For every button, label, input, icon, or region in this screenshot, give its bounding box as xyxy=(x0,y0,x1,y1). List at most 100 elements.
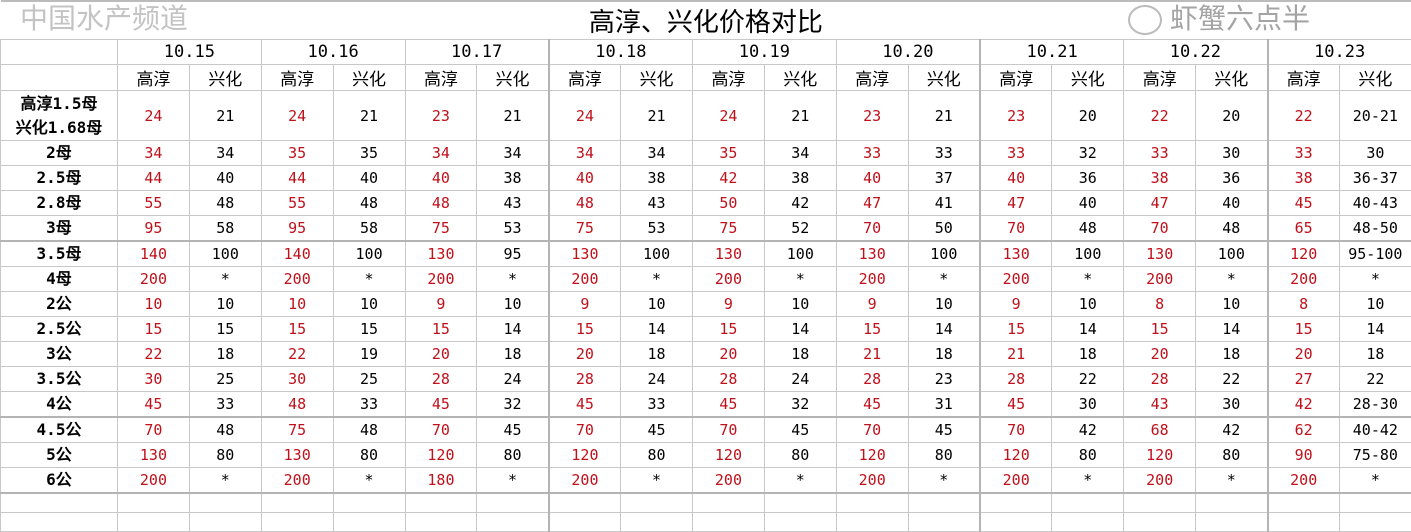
gaochun-price: 24 xyxy=(261,91,333,141)
gaochun-price: 140 xyxy=(118,241,190,267)
xinghua-price: 48 xyxy=(1196,216,1268,242)
xinghua-price: 18 xyxy=(908,342,980,367)
header-gaochun: 高淳 xyxy=(549,65,621,91)
xinghua-price: 10 xyxy=(477,292,549,317)
gaochun-price: 70 xyxy=(693,417,765,443)
gaochun-price: 38 xyxy=(1268,166,1340,191)
xinghua-price: * xyxy=(189,468,261,494)
xinghua-price: 14 xyxy=(477,317,549,342)
gaochun-price: 35 xyxy=(693,141,765,166)
gaochun-price: 70 xyxy=(118,417,190,443)
empty-cell xyxy=(549,493,621,513)
empty-cell xyxy=(1052,513,1124,532)
xinghua-price: 23 xyxy=(908,367,980,392)
xinghua-price: 14 xyxy=(764,317,836,342)
gaochun-price: 40 xyxy=(549,166,621,191)
xinghua-price: 42 xyxy=(764,191,836,216)
xinghua-price: 48-50 xyxy=(1339,216,1411,242)
gaochun-price: 70 xyxy=(1124,216,1196,242)
xinghua-price: 20-21 xyxy=(1339,91,1411,141)
gaochun-price: 23 xyxy=(405,91,477,141)
xinghua-price: * xyxy=(1052,468,1124,494)
header-xinghua: 兴化 xyxy=(621,65,693,91)
gaochun-price: 28 xyxy=(693,367,765,392)
xinghua-price: 40 xyxy=(333,166,405,191)
xinghua-price: 10 xyxy=(189,292,261,317)
gaochun-price: 40 xyxy=(980,166,1052,191)
row-label-line: 3公 xyxy=(1,342,117,366)
gaochun-price: 34 xyxy=(118,141,190,166)
gaochun-price: 9 xyxy=(549,292,621,317)
xinghua-price: 48 xyxy=(189,417,261,443)
empty-cell xyxy=(1196,493,1268,513)
xinghua-price: * xyxy=(621,267,693,292)
header-xinghua: 兴化 xyxy=(908,65,980,91)
xinghua-price: 100 xyxy=(1052,241,1124,267)
gaochun-price: 10 xyxy=(118,292,190,317)
header-gaochun: 高淳 xyxy=(980,65,1052,91)
gaochun-price: 23 xyxy=(980,91,1052,141)
xinghua-price: 40 xyxy=(1196,191,1268,216)
xinghua-price: 20 xyxy=(1052,91,1124,141)
xinghua-price: 95-100 xyxy=(1339,241,1411,267)
gaochun-price: 22 xyxy=(261,342,333,367)
wechat-watermark-icon xyxy=(1128,5,1162,35)
gaochun-price: 15 xyxy=(261,317,333,342)
xinghua-price: 100 xyxy=(621,241,693,267)
gaochun-price: 24 xyxy=(549,91,621,141)
empty-cell xyxy=(1052,493,1124,513)
row-label-line: 2.8母 xyxy=(1,191,117,215)
row-label-line: 4母 xyxy=(1,267,117,291)
gaochun-price: 200 xyxy=(693,267,765,292)
row-label: 5公 xyxy=(1,443,118,468)
date-header: 10.19 xyxy=(693,40,837,65)
empty-cell xyxy=(908,513,980,532)
empty-cell xyxy=(1268,513,1340,532)
xinghua-price: 45 xyxy=(477,417,549,443)
xinghua-price: 19 xyxy=(333,342,405,367)
empty-row xyxy=(1,493,1411,513)
gaochun-price: 10 xyxy=(261,292,333,317)
empty-cell xyxy=(333,513,405,532)
xinghua-price: 36 xyxy=(1052,166,1124,191)
row-label-line: 2公 xyxy=(1,292,117,316)
xinghua-price: 38 xyxy=(764,166,836,191)
gaochun-price: 21 xyxy=(980,342,1052,367)
xinghua-price: 100 xyxy=(764,241,836,267)
gaochun-price: 200 xyxy=(836,267,908,292)
xinghua-price: 34 xyxy=(764,141,836,166)
gaochun-price: 120 xyxy=(836,443,908,468)
xinghua-price: 50 xyxy=(908,216,980,242)
gaochun-price: 200 xyxy=(405,267,477,292)
empty-cell xyxy=(1,513,118,532)
gaochun-price: 42 xyxy=(693,166,765,191)
gaochun-price: 28 xyxy=(405,367,477,392)
xinghua-price: 80 xyxy=(764,443,836,468)
gaochun-price: 28 xyxy=(549,367,621,392)
xinghua-price: 14 xyxy=(621,317,693,342)
gaochun-price: 75 xyxy=(693,216,765,242)
xinghua-price: 40 xyxy=(189,166,261,191)
xinghua-price: 34 xyxy=(477,141,549,166)
xinghua-price: 34 xyxy=(621,141,693,166)
gaochun-price: 43 xyxy=(1124,392,1196,418)
gaochun-price: 30 xyxy=(261,367,333,392)
gaochun-price: 90 xyxy=(1268,443,1340,468)
empty-cell xyxy=(693,493,765,513)
empty-cell xyxy=(908,493,980,513)
gaochun-price: 48 xyxy=(261,392,333,418)
empty-cell xyxy=(836,513,908,532)
gaochun-price: 15 xyxy=(549,317,621,342)
xinghua-price: 32 xyxy=(764,392,836,418)
gaochun-price: 200 xyxy=(836,468,908,494)
xinghua-price: 58 xyxy=(189,216,261,242)
date-header: 10.21 xyxy=(980,40,1124,65)
header-xinghua: 兴化 xyxy=(333,65,405,91)
